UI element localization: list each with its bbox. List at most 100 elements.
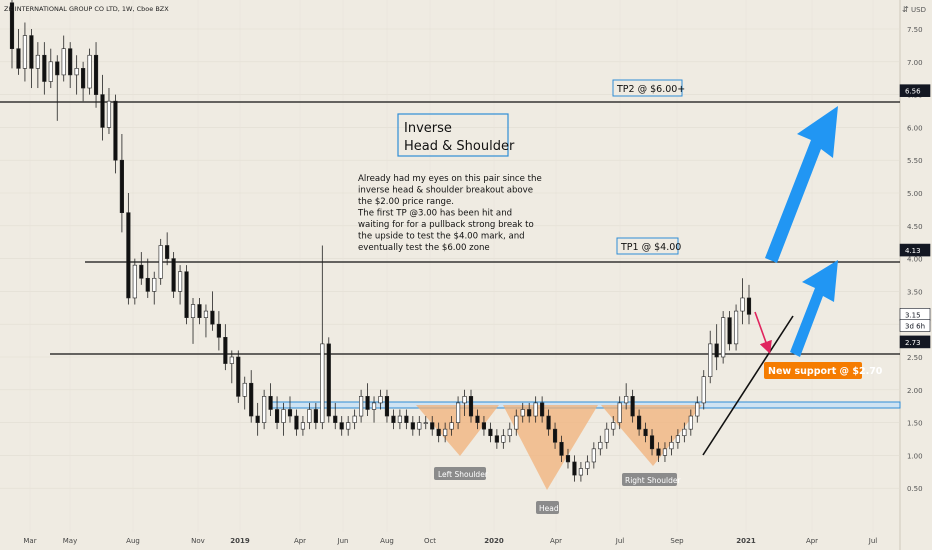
candle bbox=[598, 435, 603, 456]
candle bbox=[81, 61, 86, 102]
candle-body bbox=[475, 415, 480, 423]
candle-body bbox=[216, 323, 221, 338]
candle bbox=[475, 409, 480, 430]
candle-body bbox=[514, 415, 519, 430]
candle bbox=[397, 409, 402, 430]
candle bbox=[300, 416, 305, 436]
price-marker-label: 3d 6h bbox=[905, 323, 925, 331]
time-axis[interactable]: Mar May Aug Nov 2019 Apr Jun Aug Oct 2020 Apr Jul Se… bbox=[23, 537, 877, 545]
tp2-arrow bbox=[765, 106, 838, 263]
candle-body bbox=[333, 415, 338, 423]
candle-body bbox=[682, 428, 687, 437]
candle bbox=[274, 396, 280, 430]
candle bbox=[346, 416, 351, 436]
candle-body bbox=[565, 455, 571, 463]
candle-body bbox=[74, 68, 79, 76]
candle-body bbox=[352, 415, 357, 423]
candle bbox=[365, 383, 370, 417]
candle-body bbox=[733, 310, 739, 345]
candle-body bbox=[637, 415, 642, 430]
candle bbox=[430, 416, 435, 436]
candle bbox=[701, 370, 706, 410]
price-axis[interactable]: 7.507.006.506.005.505.004.504.003.503.00… bbox=[907, 26, 923, 493]
candle-body bbox=[262, 396, 267, 423]
candle bbox=[417, 416, 422, 436]
candle-body bbox=[93, 54, 99, 95]
candle bbox=[656, 442, 661, 462]
candle bbox=[184, 265, 189, 325]
candle-body bbox=[617, 402, 622, 423]
candle-body bbox=[578, 468, 583, 476]
candle-body bbox=[404, 415, 409, 423]
candle-body bbox=[746, 297, 752, 315]
candle-body bbox=[242, 382, 247, 397]
candle-body bbox=[527, 409, 532, 417]
tp1-arrow bbox=[790, 260, 838, 357]
trendline[interactable] bbox=[702, 315, 794, 456]
candle-body bbox=[81, 68, 86, 89]
candle bbox=[333, 402, 338, 430]
x-tick-label: Apr bbox=[550, 537, 562, 545]
candle bbox=[74, 55, 79, 95]
candle-body bbox=[436, 428, 441, 437]
candle-body bbox=[249, 382, 254, 417]
y-tick-label: 2.00 bbox=[907, 387, 923, 395]
pattern-title-box bbox=[397, 113, 509, 157]
candle bbox=[449, 416, 454, 436]
pattern-title-line2: Head & Shoulder bbox=[404, 139, 515, 154]
candle-body bbox=[721, 317, 726, 358]
candle-body bbox=[184, 271, 189, 318]
pullback-arrow bbox=[754, 311, 772, 355]
candle bbox=[307, 402, 312, 430]
note-line: The first TP @3.00 has been hit and bbox=[357, 209, 512, 219]
right-shoulder-label: Right Shoulder bbox=[625, 476, 681, 485]
candle-body bbox=[106, 100, 112, 128]
candle bbox=[540, 396, 545, 423]
candle-body bbox=[540, 402, 545, 417]
price-marker-label: 3.15 bbox=[905, 311, 921, 319]
x-tick-label: 2019 bbox=[230, 537, 250, 545]
candle bbox=[578, 461, 583, 482]
x-tick-label: Aug bbox=[380, 537, 394, 545]
candle bbox=[682, 422, 687, 443]
candle-body bbox=[449, 422, 454, 430]
candles-group bbox=[9, 0, 752, 482]
candle bbox=[61, 35, 66, 82]
y-tick-label: 4.50 bbox=[907, 223, 923, 231]
x-tick-label: 2021 bbox=[736, 537, 756, 545]
candle bbox=[643, 422, 648, 443]
y-tick-label: 0.50 bbox=[907, 485, 923, 493]
candle bbox=[29, 29, 34, 89]
candle bbox=[527, 402, 532, 423]
candle bbox=[688, 409, 693, 436]
x-tick-label: Oct bbox=[424, 537, 436, 545]
head-shape bbox=[503, 405, 598, 490]
candle bbox=[617, 396, 622, 430]
candle bbox=[119, 133, 124, 233]
candle-body bbox=[126, 212, 131, 299]
candle bbox=[145, 258, 150, 298]
candle-body bbox=[223, 337, 228, 364]
candle-body bbox=[359, 396, 364, 417]
candle-body bbox=[488, 428, 493, 437]
candle-body bbox=[675, 435, 680, 443]
candle-body bbox=[152, 277, 157, 292]
candle-body bbox=[591, 448, 596, 463]
settings-icon[interactable]: ⇵ bbox=[902, 5, 909, 14]
candle bbox=[352, 409, 357, 430]
candle bbox=[565, 448, 571, 469]
candle bbox=[662, 442, 668, 462]
x-tick-label: Aug bbox=[126, 537, 140, 545]
candle bbox=[391, 409, 396, 430]
candle-body bbox=[236, 356, 241, 397]
candle bbox=[507, 422, 512, 443]
candle-body bbox=[378, 396, 383, 404]
candle bbox=[313, 402, 318, 430]
candle-body bbox=[87, 54, 92, 89]
candle bbox=[42, 42, 47, 95]
candle-body bbox=[417, 422, 422, 430]
candle-body bbox=[22, 35, 28, 69]
x-tick-label: 2020 bbox=[484, 537, 504, 545]
candle bbox=[55, 55, 60, 121]
